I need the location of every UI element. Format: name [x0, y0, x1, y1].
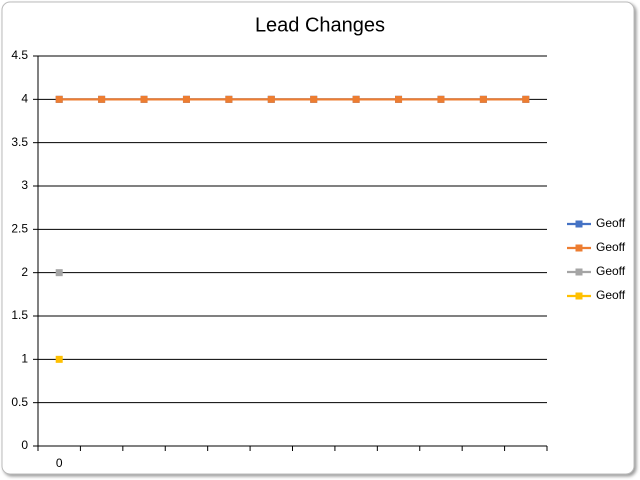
- y-tick-label: 1: [21, 352, 28, 366]
- y-tick-label: 4: [21, 92, 28, 106]
- marker: [140, 95, 148, 103]
- y-tick-label: 3.5: [11, 135, 28, 149]
- marker: [352, 95, 360, 103]
- y-tick-label: 2: [21, 265, 28, 279]
- legend-label: Geoff: [596, 264, 626, 278]
- y-tick-label: 4.5: [11, 48, 28, 62]
- marker: [55, 95, 63, 103]
- y-tick-label: 3: [21, 178, 28, 192]
- marker: [310, 95, 318, 103]
- marker: [437, 95, 445, 103]
- marker: [267, 95, 275, 103]
- legend-label: Geoff: [596, 240, 626, 254]
- legend-label: Geoff: [596, 288, 626, 302]
- y-tick-label: 0.5: [11, 395, 28, 409]
- marker: [522, 95, 530, 103]
- y-tick-label: 0: [21, 438, 28, 452]
- marker: [225, 95, 233, 103]
- marker: [98, 95, 106, 103]
- legend-swatch: [575, 220, 583, 228]
- marker: [182, 95, 190, 103]
- legend-swatch: [575, 268, 583, 276]
- legend-swatch: [575, 292, 583, 300]
- marker: [55, 269, 63, 277]
- legend-label: Geoff: [596, 216, 626, 230]
- chart-frame: [1, 1, 635, 475]
- y-tick-label: 2.5: [11, 222, 28, 236]
- marker: [395, 95, 403, 103]
- marker: [479, 95, 487, 103]
- chart-title: Lead Changes: [255, 14, 385, 36]
- y-tick-label: 1.5: [11, 308, 28, 322]
- x-tick-label: 0: [56, 456, 63, 470]
- legend-swatch: [575, 244, 583, 252]
- marker: [55, 355, 63, 363]
